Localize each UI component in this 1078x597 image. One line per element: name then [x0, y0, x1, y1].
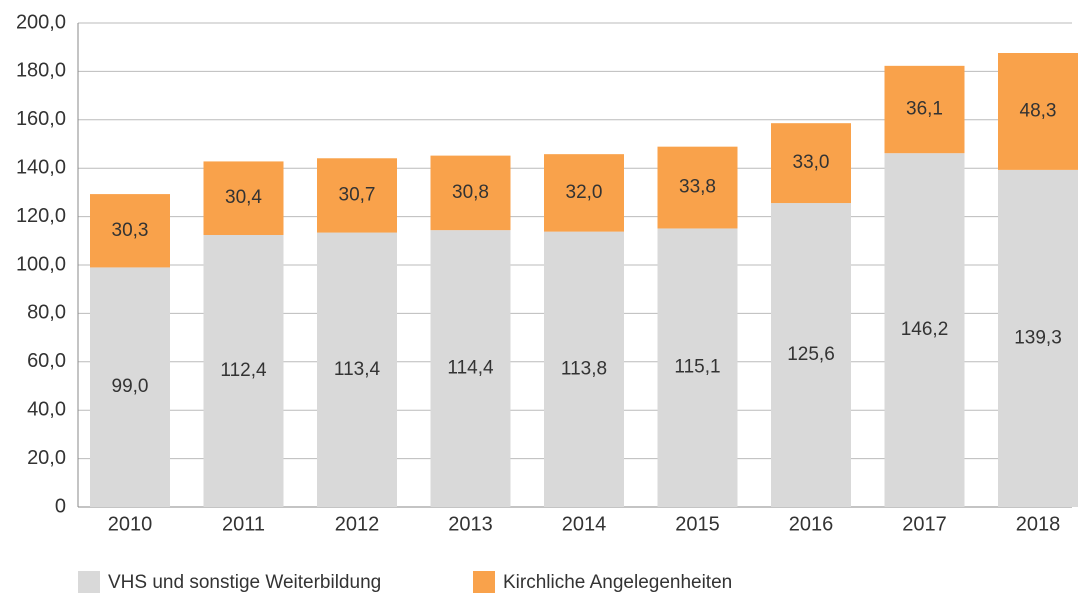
bar-segment [998, 53, 1078, 170]
x-tick-label: 2012 [335, 513, 380, 535]
value-label: 30,4 [225, 187, 262, 208]
bar-segment [317, 232, 397, 507]
value-label: 113,4 [334, 359, 381, 380]
y-tick-label: 160,0 [16, 108, 66, 130]
x-tick-label: 2015 [675, 513, 720, 535]
value-label: 115,1 [674, 357, 720, 378]
bar-segment [90, 194, 170, 268]
y-tick-label: 200,0 [16, 11, 66, 33]
value-label: 146,2 [901, 319, 949, 340]
x-tick-label: 2014 [562, 513, 607, 535]
bar-segment [544, 154, 624, 232]
bar-segment [657, 146, 738, 229]
value-label: 33,0 [793, 152, 830, 173]
x-tick-label: 2017 [902, 513, 947, 535]
bar-segment [317, 158, 397, 233]
value-label: 125,6 [787, 344, 835, 365]
value-label: 30,8 [452, 182, 489, 203]
y-tick-label: 40,0 [27, 398, 66, 420]
value-label: 99,0 [112, 376, 149, 397]
bar-segment [203, 161, 284, 235]
legend-label: Kirchliche Angelegenheiten [503, 572, 732, 593]
value-label: 112,4 [220, 360, 267, 381]
x-tick-label: 2018 [1016, 513, 1061, 535]
x-tick-label: 2011 [222, 513, 265, 535]
value-label: 139,3 [1014, 327, 1062, 348]
bar-segment [884, 153, 965, 508]
bar-segment [771, 123, 851, 204]
y-tick-label: 20,0 [27, 447, 66, 469]
x-tick-label: 2010 [108, 513, 153, 535]
y-tick-label: 100,0 [16, 253, 66, 275]
value-label: 33,8 [679, 177, 716, 198]
bar-segment [771, 203, 851, 507]
value-label: 30,7 [339, 184, 376, 205]
y-tick-label: 120,0 [16, 205, 66, 227]
y-tick-label: 180,0 [16, 60, 66, 82]
legend-label: VHS und sonstige Weiterbildung [108, 572, 381, 593]
y-tick-label: 80,0 [27, 302, 66, 324]
value-label: 32,0 [566, 182, 603, 203]
x-tick-label: 2016 [789, 513, 834, 535]
value-label: 48,3 [1020, 100, 1057, 121]
x-tick-label: 2013 [448, 513, 493, 535]
value-label: 113,8 [561, 358, 607, 379]
value-label: 30,3 [112, 220, 149, 241]
bar-segment [884, 65, 965, 154]
bar-segment [657, 228, 738, 507]
value-label: 114,4 [447, 358, 494, 379]
legend-swatch [78, 571, 100, 593]
bar-segment [203, 234, 284, 507]
bar-segment [90, 267, 170, 507]
y-tick-label: 0 [55, 495, 66, 517]
y-tick-label: 140,0 [16, 156, 66, 178]
y-tick-label: 60,0 [27, 350, 66, 372]
bar-segment [544, 231, 624, 507]
legend-swatch [473, 571, 495, 593]
bar-segment [430, 155, 511, 231]
bar-segment [430, 230, 511, 508]
value-label: 36,1 [906, 99, 943, 120]
bar-segment [998, 169, 1078, 508]
